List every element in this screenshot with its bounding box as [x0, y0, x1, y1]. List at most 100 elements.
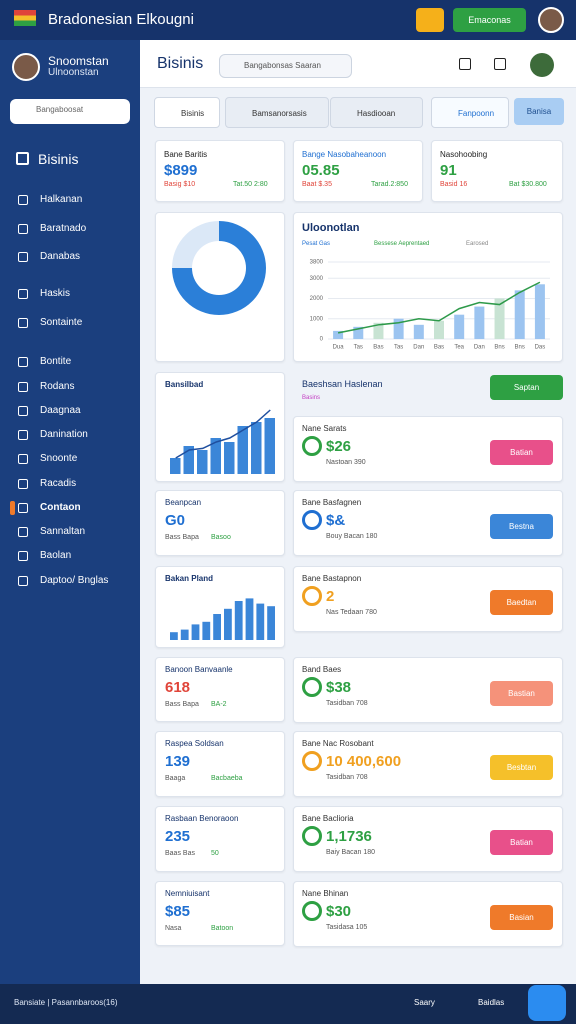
card-value: $38	[326, 679, 352, 696]
menu-item[interactable]: Contaon	[40, 502, 81, 513]
card-sub: Nasa	[165, 925, 182, 932]
section-sub: Basins	[302, 395, 321, 401]
card-sub: Baiy Bacan 180	[326, 849, 376, 856]
bar	[264, 418, 275, 474]
menu-item[interactable]: Haskis	[40, 288, 71, 299]
stat-sub: Tarad.2:850	[371, 181, 408, 188]
card	[155, 806, 285, 872]
bar	[267, 606, 275, 640]
chat-button[interactable]	[528, 985, 566, 1021]
card-label: Bane Baclioria	[302, 814, 354, 823]
action-button[interactable]: Bestna	[490, 514, 553, 539]
menu-item[interactable]: Rodans	[40, 381, 75, 392]
footer-status: Bansiate | Pasannbaroos(16)	[14, 998, 118, 1007]
tab[interactable]: Bamsanorsasis	[225, 97, 329, 128]
card-sub: Baas Bas	[165, 850, 195, 857]
user-role: Ulnoonstan	[48, 67, 99, 78]
stat-label: Bange Nasobaheanoon	[302, 150, 387, 159]
card-sub: Nastoan 390	[326, 459, 366, 466]
stat-value: 05.85	[302, 162, 340, 179]
menu-item[interactable]: Danination	[40, 429, 88, 440]
action-button[interactable]: Bastian	[490, 681, 553, 706]
stat-label: Nasohoobing	[440, 150, 488, 159]
menu-item[interactable]: Danabas	[40, 251, 81, 262]
menu-item[interactable]: Sontainte	[40, 317, 83, 328]
menu-icon	[18, 430, 28, 440]
chart	[170, 409, 275, 474]
legend-item: Pesat Gas	[302, 241, 331, 247]
menu-item[interactable]: Halkanan	[40, 194, 83, 205]
bar	[202, 621, 211, 640]
tab[interactable]: Bisinis	[154, 97, 220, 128]
menu-item[interactable]: Baolan	[40, 550, 72, 561]
card-sub: Tasidban 708	[326, 700, 368, 707]
card-label: Bane Nac Rosobant	[302, 739, 374, 748]
bar	[180, 629, 189, 640]
menu-item[interactable]: Sannaltan	[40, 526, 86, 537]
action-button[interactable]: Besbtan	[490, 755, 553, 780]
header-icon[interactable]	[459, 58, 471, 70]
bar	[234, 601, 243, 640]
card-icon	[302, 677, 322, 697]
card-sub: Bouy Bacan 180	[326, 533, 378, 540]
search-box[interactable]: Bangaboosat	[10, 99, 130, 124]
card	[155, 490, 285, 556]
action-button[interactable]: Batian	[490, 830, 553, 855]
card-label: Nane Sarats	[302, 424, 347, 433]
menu-item[interactable]: Baratnado	[40, 223, 87, 234]
bell-button[interactable]	[416, 8, 444, 32]
bar	[213, 614, 221, 640]
menu-icon	[18, 406, 28, 416]
bar	[197, 450, 208, 474]
trend-card	[293, 212, 563, 362]
avatar	[538, 7, 564, 33]
tab[interactable]: Hasdiooan	[330, 97, 423, 128]
menu-item[interactable]: Snoonte	[40, 453, 78, 464]
stat-sub: Bat $30.800	[509, 181, 547, 188]
card-icon	[302, 510, 322, 530]
home-icon	[16, 152, 29, 165]
bar	[224, 608, 232, 640]
menu-item[interactable]: Daagnaa	[40, 405, 81, 416]
card-label: Beanpcan	[165, 498, 202, 507]
tab[interactable]: Fanpoonn	[431, 97, 509, 128]
menu-item[interactable]: Daptoo/ Bnglas	[40, 575, 109, 586]
menu-icon	[18, 454, 28, 464]
card-label: Bane Bastapnon	[302, 574, 362, 583]
donut-slice	[172, 221, 219, 268]
trend-line	[175, 409, 271, 459]
menu-icon	[18, 289, 28, 299]
footer	[0, 984, 576, 1024]
card-icon	[302, 826, 322, 846]
card-icon	[302, 751, 322, 771]
primary-button[interactable]: Emaconas	[453, 8, 526, 32]
menu-item[interactable]: Bontite	[40, 356, 72, 367]
action-button[interactable]: Baedtan	[490, 590, 553, 615]
action-button[interactable]: Basian	[490, 905, 553, 930]
card-sub: 50	[211, 850, 219, 857]
card-value: 1,1736	[326, 828, 372, 845]
footer-link[interactable]: Baidlas	[478, 998, 505, 1007]
card-label: Raspea Soldsan	[165, 739, 224, 748]
header-search[interactable]: Bangabonsas Saaran	[219, 54, 352, 78]
donut-slice	[172, 221, 266, 315]
card-icon	[302, 901, 322, 921]
stat-sub: Basid 16	[440, 181, 468, 188]
page-title: Bisinis	[157, 55, 204, 72]
footer-link[interactable]: Saary	[414, 998, 435, 1007]
action-button[interactable]: Batian	[490, 440, 553, 465]
menu-item[interactable]: Racadis	[40, 478, 77, 489]
card-sub: Tasidban 708	[326, 774, 368, 781]
tab-action[interactable]: Banisa	[514, 98, 564, 125]
avatar	[12, 53, 40, 81]
header-icon[interactable]	[494, 58, 506, 70]
card	[155, 657, 285, 722]
trend-title: Uloonotlan	[302, 222, 360, 234]
stat-sub: Tat.50 2:80	[233, 181, 268, 188]
card-value: $&	[326, 512, 346, 529]
card-label: Bakan Pland	[165, 574, 214, 583]
card-sub: Bacbaeba	[211, 775, 243, 782]
section-button[interactable]: Saptan	[490, 375, 563, 400]
menu-icon	[18, 382, 28, 392]
